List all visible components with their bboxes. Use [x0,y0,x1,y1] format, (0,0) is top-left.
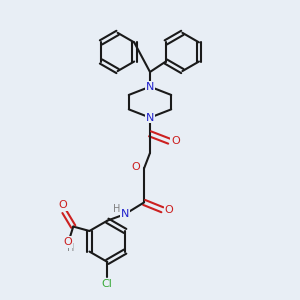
Text: H: H [67,243,74,253]
Text: N: N [146,112,154,123]
Text: O: O [131,162,140,172]
Text: O: O [164,205,173,215]
Text: H: H [113,204,120,214]
Text: N: N [121,209,129,219]
Text: O: O [171,136,180,146]
Text: N: N [146,82,154,92]
Text: O: O [58,200,67,210]
Text: Cl: Cl [102,279,113,289]
Text: O: O [63,237,72,247]
